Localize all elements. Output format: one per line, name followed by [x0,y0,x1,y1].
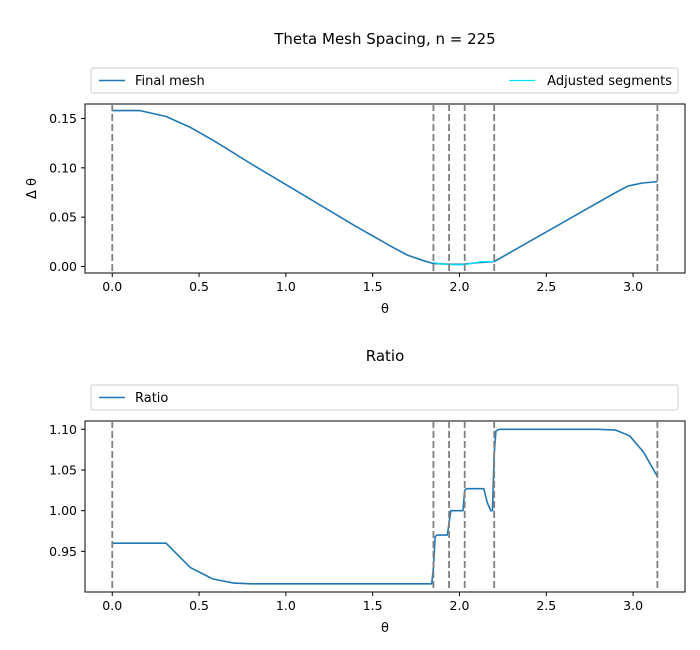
x-tick-label: 2.0 [450,279,470,294]
x-axis-label: θ [381,302,389,317]
x-tick-label: 2.5 [536,598,556,613]
legend-label: Ratio [135,391,168,406]
x-tick-label: 1.5 [363,598,383,613]
plot-area [84,103,686,274]
ratio-chart: Ratio 0.0 0.5 1.0 1.5 2.0 2.5 3.0 0.95 1.00 1.05 1.… [49,347,686,636]
legend [90,67,679,94]
x-tick-label: 3.0 [623,598,643,613]
x-tick-label: 0.0 [102,279,122,294]
y-tick-label: 0.10 [49,160,77,175]
y-tick-label: 0.00 [49,259,77,274]
mesh-spacing-chart: Theta Mesh Spacing, n = 225 0.0 0.5 1.0 1.5 2… [25,30,686,317]
legend-label: Adjusted segments [547,74,672,89]
chart-title: Ratio [366,347,405,365]
series-line-primary [112,109,658,266]
x-axis-label: θ [381,621,389,636]
y-tick-label: 0.05 [49,210,77,225]
y-tick-label: 0.95 [49,544,77,559]
y-tick-label: 1.05 [49,462,77,477]
y-tick-label: 0.15 [49,111,77,126]
x-tick-label: 1.0 [276,598,296,613]
series-line-adjusted [433,260,495,266]
plot-area [84,420,686,593]
x-tick-label: 1.0 [276,279,296,294]
series-line-primary [112,428,659,585]
x-tick-label: 0.5 [189,279,209,294]
x-tick-label: 1.5 [363,279,383,294]
y-tick-label: 1.10 [49,422,77,437]
x-tick-label: 2.5 [536,279,556,294]
legend [90,384,679,411]
legend-label: Final mesh [135,74,205,89]
x-tick-label: 3.0 [623,279,643,294]
x-tick-label: 0.5 [189,598,209,613]
y-axis-label: Δ θ [25,178,40,199]
x-tick-label: 0.0 [102,598,122,613]
chart-title: Theta Mesh Spacing, n = 225 [273,30,495,48]
y-tick-label: 1.00 [49,503,77,518]
x-tick-label: 2.0 [450,598,470,613]
